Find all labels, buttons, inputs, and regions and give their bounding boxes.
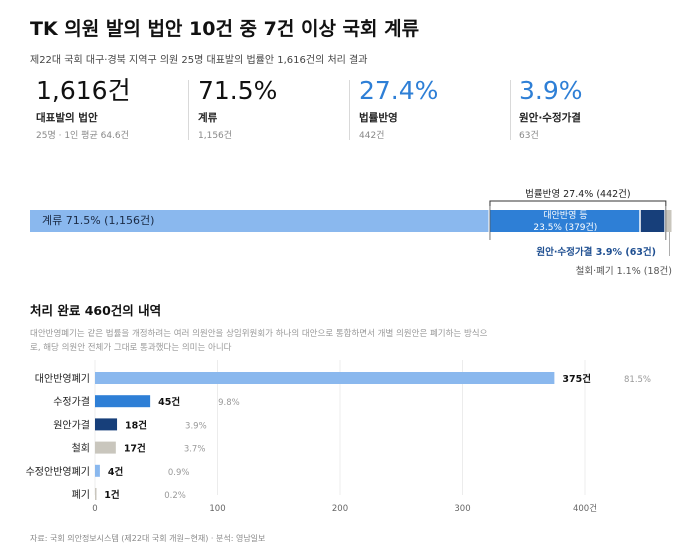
category-label: 수정안반영폐기	[26, 466, 90, 478]
value-label: 1건	[104, 489, 119, 501]
x-tick-label: 100	[209, 504, 225, 514]
segment-label-passed: 원안·수정가결 3.9% (63건)	[536, 246, 656, 258]
kpi-pending-value: 71.5%	[198, 76, 278, 105]
stacked-status-chart: 법률반영 27.4% (442건) 계류 71.5% (1,156건) 대안반영…	[30, 189, 672, 277]
category-label: 철회	[72, 443, 90, 455]
kpi-total-sub: 25명 · 1인 평균 64.6건	[36, 131, 129, 141]
x-tick-label: 0	[92, 504, 97, 514]
kpi-divider	[510, 80, 511, 140]
segment-alternative	[489, 210, 640, 232]
section-title-completed: 처리 완료 460건의 내역	[30, 303, 162, 318]
category-label: 수정가결	[53, 396, 90, 408]
kpi-passed: 3.9% 원안·수정가결 63건	[519, 76, 583, 142]
kpi-divider	[188, 80, 189, 140]
value-label: 4건	[108, 466, 123, 478]
kpi-pending: 71.5% 계류 1,156건	[198, 76, 277, 142]
percent-label: 3.9%	[185, 421, 207, 431]
category-label: 대안반영폐기	[35, 373, 90, 385]
section-note: 대안반영폐기는 같은 법률을 개정하려는 여러 의원안을 상임위원회가 하나의 …	[30, 329, 488, 353]
percent-label: 9.8%	[218, 398, 240, 408]
value-label: 18건	[125, 419, 147, 431]
kpi-total-value: 1,616건	[36, 76, 131, 105]
segment-sublabel-alternative: 23.5% (379건)	[533, 222, 597, 233]
value-label: 375건	[562, 373, 591, 385]
kpi-passed-label: 원안·수정가결	[519, 112, 581, 124]
segment-pending	[30, 210, 489, 232]
completed-breakdown-chart: 0 100 200 300 400건 대안반영폐기 375건 81.5% 수정가결 45건 9.8…	[26, 360, 651, 514]
percent-label: 0.2%	[164, 491, 186, 501]
bar	[95, 372, 555, 384]
kpi-pending-label: 계류	[198, 112, 218, 124]
value-label: 17건	[124, 443, 146, 455]
percent-label: 0.9%	[168, 468, 190, 478]
bar	[95, 395, 151, 408]
bar	[95, 488, 97, 500]
segment-label-withdrawn: 철회·폐기 1.1% (18건)	[576, 265, 672, 277]
kpi-reflected-value: 27.4%	[359, 76, 439, 105]
page-title: TK 의원 발의 법안 10건 중 7건 이상 국회 계류	[30, 18, 420, 40]
kpi-divider	[349, 80, 350, 140]
category-label: 폐기	[72, 489, 90, 501]
bar	[95, 464, 100, 477]
kpi-total: 1,616건 대표발의 법안 25명 · 1인 평균 64.6건	[36, 76, 131, 142]
x-tick-label: 200	[332, 504, 348, 514]
segment-withdrawn	[665, 210, 672, 232]
segment-passed	[640, 210, 665, 232]
kpi-reflected: 27.4% 법률반영 442건	[359, 76, 438, 142]
percent-label: 3.7%	[184, 445, 206, 455]
kpi-reflected-label: 법률반영	[359, 112, 398, 124]
bracket-label: 법률반영 27.4% (442건)	[525, 189, 630, 200]
x-tick-label: 400건	[573, 503, 597, 514]
bar	[95, 418, 118, 431]
kpi-passed-value: 3.9%	[519, 76, 583, 105]
value-label: 45건	[158, 396, 180, 408]
segment-label-pending: 계류 71.5% (1,156건)	[42, 214, 154, 227]
bracket-line	[489, 200, 667, 206]
kpi-pending-sub: 1,156건	[198, 131, 233, 141]
percent-label: 81.5%	[624, 375, 651, 385]
segment-label-alternative: 대안반영 등	[543, 210, 587, 221]
category-label: 원안가결	[53, 419, 90, 431]
page-subtitle: 제22대 국회 대구·경북 지역구 의원 25명 대표발의 법률안 1,616건…	[30, 55, 368, 66]
x-tick-label: 300	[454, 504, 470, 514]
source-note: 자료: 국회 의안정보시스템 (제22대 국회 개원~현재) · 분석: 영남일…	[30, 534, 266, 543]
kpi-passed-sub: 63건	[519, 131, 539, 141]
kpi-total-label: 대표발의 법안	[36, 112, 98, 124]
bar	[95, 441, 116, 454]
kpi-reflected-sub: 442건	[359, 131, 385, 141]
